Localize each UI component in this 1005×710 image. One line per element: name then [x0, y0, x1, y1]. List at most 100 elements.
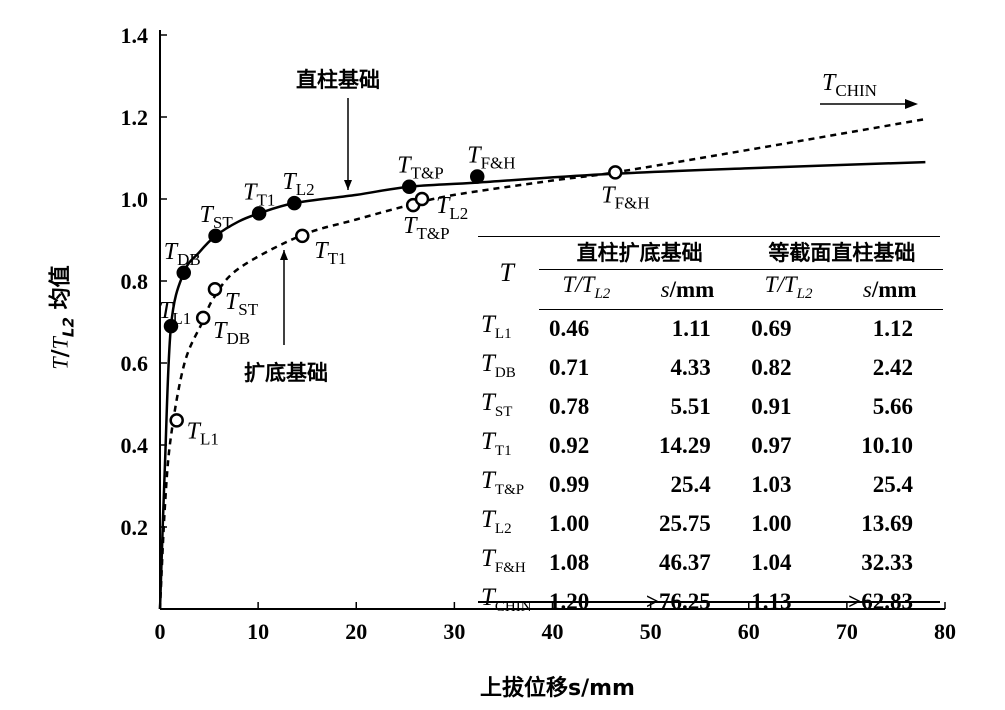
- table-cell: 10.10: [861, 433, 913, 458]
- table-cell: 1.11: [671, 316, 711, 342]
- table-cell: 0.92: [548, 433, 590, 458]
- point-label-sub: ST: [213, 213, 233, 232]
- point-label-sub: T1: [256, 190, 275, 209]
- table-cell: 0.71: [548, 355, 590, 380]
- point-label-sub: L2: [296, 180, 315, 199]
- table-cell: 1.03: [751, 472, 792, 497]
- data-point: [295, 228, 310, 244]
- data-point: [195, 310, 211, 326]
- table-group-1: 直柱扩底基础: [538, 236, 741, 270]
- x-tick-label: 30: [443, 619, 465, 644]
- data-point: [469, 169, 485, 184]
- table-cell: 46.37: [658, 550, 711, 575]
- x-tick-label: 0: [155, 619, 166, 644]
- table-cell: 13.69: [861, 511, 913, 536]
- table-row: TT1 0.92 14.29 0.97 10.10: [475, 427, 943, 466]
- annotation-belled: 扩底基础: [244, 361, 328, 385]
- arrow-straight-head: [344, 180, 352, 190]
- data-point: [414, 191, 430, 207]
- table-cell: 5.66: [872, 394, 913, 419]
- point-label-sub: T&P: [411, 164, 444, 183]
- table-cell: 14.29: [658, 433, 711, 458]
- point-label-sub: DB: [177, 250, 201, 269]
- x-tick-label: 60: [738, 619, 760, 644]
- row-label: TL1: [481, 310, 512, 342]
- y-tick-label: 1.4: [121, 23, 149, 48]
- x-tick-label: 10: [247, 619, 269, 644]
- table-bottom-rule: [478, 601, 940, 603]
- x-tick-label: 70: [836, 619, 858, 644]
- table-cell: 0.99: [548, 472, 590, 497]
- table-cell: 0.91: [751, 394, 792, 419]
- table-row: TL1 0.46 1.11 0.69 1.12: [475, 310, 943, 349]
- arrow-belled-head: [280, 250, 288, 260]
- point-label: TDB: [164, 239, 201, 269]
- y-tick-label: 0.2: [121, 515, 149, 540]
- table-cell: 2.42: [872, 355, 913, 380]
- point-label: TL2: [436, 193, 468, 223]
- table-row: TST 0.78 5.51 0.91 5.66: [475, 388, 943, 427]
- point-label: TL2: [282, 169, 314, 199]
- point-label: TL1: [159, 298, 191, 328]
- point-label-sub: L2: [449, 204, 468, 223]
- table-cell: 1.00: [548, 511, 590, 536]
- row-label: TT1: [481, 427, 512, 459]
- point-label-sub: DB: [227, 329, 251, 348]
- table-cell: 1.00: [751, 511, 792, 536]
- y-label-den-sub: L2: [59, 317, 78, 338]
- table-cell: 5.51: [670, 394, 711, 419]
- point-label-sub: T&P: [417, 224, 450, 243]
- table-cell: 0.82: [751, 355, 792, 380]
- data-point: [608, 165, 623, 180]
- arrow-chin-head: [905, 99, 918, 109]
- table-subheader: T/TL2: [740, 269, 837, 310]
- point-label: TST: [225, 289, 259, 319]
- data-point: [207, 281, 223, 297]
- x-tick-label: 20: [345, 619, 367, 644]
- data-point: [401, 179, 417, 194]
- y-tick-label: 1.2: [121, 105, 149, 130]
- label-chin-sub: CHIN: [835, 81, 877, 100]
- table-corner: T: [499, 257, 514, 287]
- point-label-sub: F&H: [481, 153, 516, 172]
- y-tick-label: 0.8: [121, 269, 149, 294]
- x-tick-label: 50: [640, 619, 662, 644]
- point-label: TT1: [243, 179, 275, 209]
- row-label: TDB: [481, 349, 516, 381]
- point-label: TDB: [213, 318, 250, 348]
- table-subheader: T/TL2: [538, 269, 635, 310]
- point-label: TT&P: [397, 153, 443, 183]
- table-subheader: s/mm: [836, 269, 943, 310]
- table-cell: 1.08: [548, 550, 590, 575]
- point-label-sub: F&H: [615, 193, 650, 212]
- y-tick-label: 0.4: [121, 433, 149, 458]
- y-axis-label: T/TL2 均值: [47, 265, 78, 370]
- point-label: TL1: [187, 418, 219, 448]
- table-cell: 25.4: [670, 472, 711, 497]
- data-point: [169, 413, 184, 428]
- table-cell: 32.33: [861, 550, 913, 575]
- table-cell: 1.04: [751, 550, 792, 575]
- table-cell: 1.12: [872, 316, 913, 342]
- y-tick-label: 0.6: [121, 351, 149, 376]
- table-subheader: s/mm: [634, 269, 741, 310]
- data-point: [287, 195, 302, 211]
- point-label: TF&H: [467, 142, 515, 172]
- point-label-sub: L1: [172, 309, 191, 328]
- table-row: TT&P 0.99 25.4 1.03 25.4: [475, 466, 943, 505]
- point-label-sub: ST: [238, 300, 258, 319]
- y-tick-label: 1.0: [121, 187, 149, 212]
- point-label-sub: T1: [328, 249, 347, 268]
- data-point: [163, 318, 179, 334]
- row-label: TT&P: [481, 466, 525, 498]
- y-label-num: T: [47, 357, 73, 370]
- label-chin: TCHIN: [822, 70, 877, 100]
- row-label: TF&H: [481, 544, 526, 576]
- data-point: [208, 228, 223, 244]
- point-label: TF&H: [601, 182, 649, 212]
- point-label-sub: L1: [200, 429, 219, 448]
- row-label: TST: [481, 388, 513, 420]
- point-label: TST: [200, 202, 234, 232]
